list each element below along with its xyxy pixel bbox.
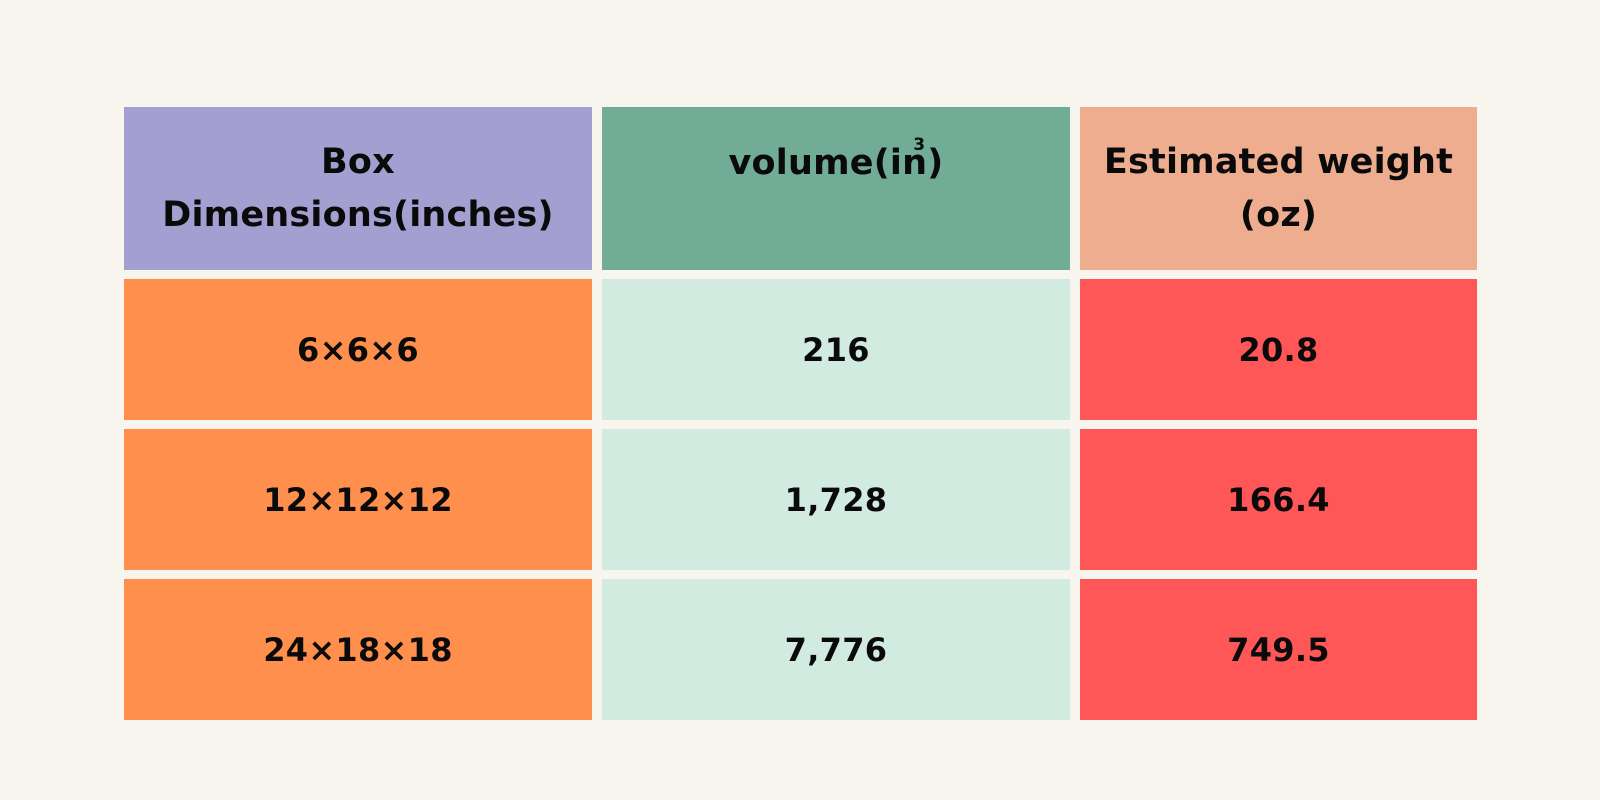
cell-value: 12×12×12: [263, 480, 453, 519]
table-cell: 24×18×18: [124, 579, 592, 720]
table-cell: 166.4: [1080, 429, 1477, 570]
header-volume-label-suffix: ): [927, 143, 944, 183]
header-volume-label-wrapper: volume(in3): [728, 135, 944, 184]
cell-value: 166.4: [1227, 480, 1330, 519]
table-cell: 749.5: [1080, 579, 1477, 720]
table-cell: 6×6×6: [124, 279, 592, 420]
table-cell: 12×12×12: [124, 429, 592, 570]
header-box-dimensions: Box Dimensions(inches): [124, 107, 592, 270]
header-estimated-weight-label: Estimated weight (oz): [1103, 141, 1454, 235]
cell-value: 20.8: [1238, 330, 1319, 369]
table-cell: 7,776: [602, 579, 1070, 720]
header-box-dimensions-label: Box Dimensions(inches): [162, 141, 554, 235]
cell-value: 24×18×18: [263, 630, 453, 669]
header-volume-label: volume(in: [728, 143, 928, 183]
cell-value: 6×6×6: [297, 330, 419, 369]
cell-value: 749.5: [1227, 630, 1330, 669]
cell-value: 216: [802, 330, 870, 369]
header-volume: volume(in3): [602, 107, 1070, 270]
cell-value: 1,728: [784, 480, 888, 519]
table-cell: 1,728: [602, 429, 1070, 570]
table-cell: 216: [602, 279, 1070, 420]
cell-value: 7,776: [784, 630, 888, 669]
header-estimated-weight: Estimated weight (oz): [1080, 107, 1477, 270]
table-cell: 20.8: [1080, 279, 1477, 420]
